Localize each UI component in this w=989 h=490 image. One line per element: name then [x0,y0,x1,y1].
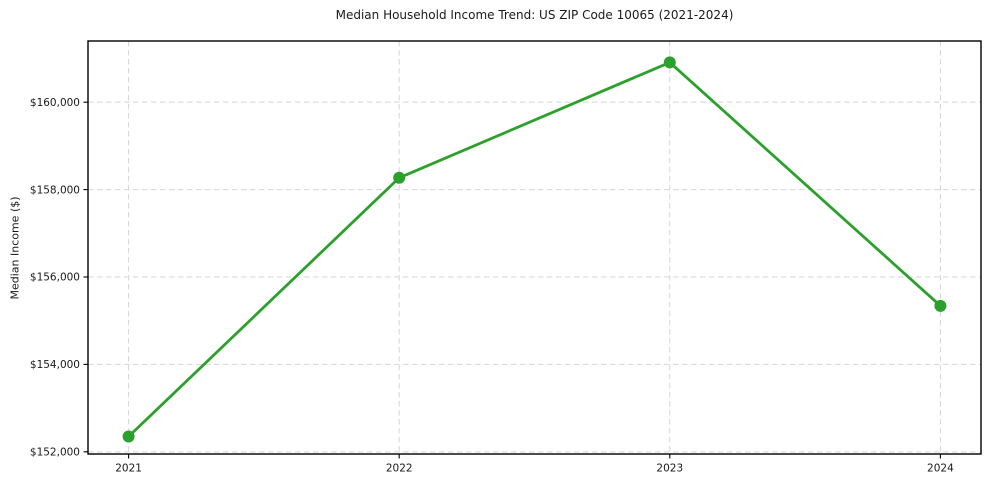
trend-line [127,61,942,438]
data-point-marker [122,430,135,443]
plot-frame [87,40,982,455]
y-tick-label: $160,000 [30,97,80,109]
y-tick-label: $152,000 [30,447,80,459]
x-tick-label: 2021 [115,463,142,475]
data-point-marker [393,171,406,184]
x-tick-label: 2022 [386,463,413,475]
x-tick-label: 2023 [656,463,683,475]
y-tick-label: $154,000 [30,359,80,371]
y-tick-label: $158,000 [30,184,80,196]
x-tick-label: 2024 [927,463,954,475]
y-tick-label: $156,000 [30,272,80,284]
chart-title: Median Household Income Trend: US ZIP Co… [335,8,734,22]
data-point-marker [934,299,947,312]
data-point-marker [663,56,676,69]
